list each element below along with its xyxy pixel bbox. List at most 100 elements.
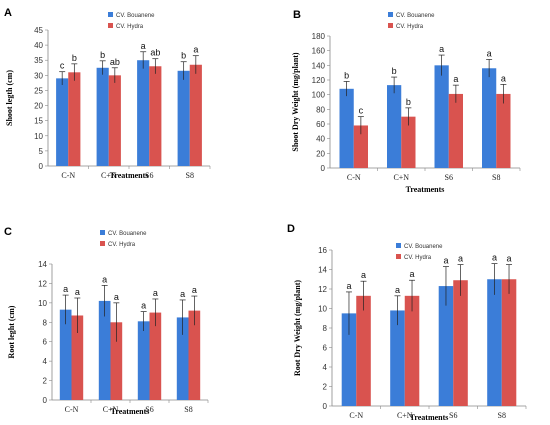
significance-letter: b — [181, 51, 186, 61]
bar — [56, 78, 69, 166]
y-tick-label: 120 — [312, 76, 326, 85]
significance-letter: c — [60, 61, 65, 71]
bar — [96, 67, 109, 166]
x-axis-title: Treatments — [406, 185, 445, 194]
bar — [149, 66, 162, 166]
significance-letter: a — [395, 285, 400, 295]
panel-b: B CV. Bouanene CV. Hydra 0 20 40 60 80 100 120 140… — [291, 9, 521, 194]
y-axis-title: Root Dry Weight (mg/plant) — [293, 280, 302, 376]
x-tick-label: S6 — [145, 405, 153, 414]
y-tick-label: 16 — [318, 246, 327, 255]
x-tick-label: S6 — [449, 411, 457, 420]
legend-label: CV. Bouanene — [404, 244, 443, 250]
significance-letter: a — [507, 254, 512, 264]
x-tick-label: C+N — [393, 173, 409, 182]
bar — [434, 65, 449, 168]
y-tick-label: 12 — [318, 285, 327, 294]
bar — [390, 310, 405, 406]
x-tick-label: C+N — [397, 411, 413, 420]
bar — [188, 310, 201, 400]
bar — [59, 309, 72, 400]
y-tick-label: 8 — [43, 318, 48, 327]
legend-swatch — [396, 254, 401, 259]
y-axis-title: Root leght (cm) — [7, 305, 16, 358]
y-tick-label: 14 — [38, 260, 47, 269]
y-tick-label: 30 — [34, 71, 43, 80]
x-axis-title: Treatments — [111, 407, 150, 416]
y-tick-label: 180 — [312, 32, 326, 41]
legend-swatch — [100, 230, 105, 235]
significance-letter: ab — [110, 57, 120, 67]
bar — [137, 60, 150, 166]
significance-letter: ab — [150, 48, 160, 58]
bar — [108, 75, 121, 166]
y-tick-label: 140 — [312, 61, 326, 70]
y-tick-label: 4 — [323, 363, 328, 372]
bar — [137, 321, 150, 400]
significance-letter: a — [114, 292, 119, 302]
legend-swatch — [396, 243, 401, 248]
legend-label: CV. Bouanene — [108, 231, 147, 237]
y-tick-label: 40 — [316, 135, 325, 144]
bar — [496, 93, 511, 168]
x-tick-label: S6 — [445, 173, 453, 182]
x-tick-label: S8 — [184, 405, 192, 414]
y-tick-label: 6 — [43, 338, 48, 347]
significance-letter: b — [344, 70, 349, 80]
x-tick-label: S6 — [145, 171, 153, 180]
y-tick-label: 20 — [34, 102, 43, 111]
significance-letter: a — [102, 274, 107, 284]
x-axis-title: Treatments — [410, 413, 449, 422]
y-axis-title: Shoot Dry Weight (mg/plant) — [291, 52, 300, 152]
significance-letter: a — [75, 287, 80, 297]
y-tick-label: 2 — [43, 377, 48, 386]
significance-letter: a — [63, 284, 68, 294]
bar — [401, 116, 416, 168]
significance-letter: a — [192, 285, 197, 295]
bar — [387, 85, 402, 168]
legend-swatch — [108, 23, 113, 28]
bar — [189, 64, 202, 166]
y-tick-label: 8 — [323, 324, 328, 333]
legend-swatch — [108, 12, 113, 17]
bar — [356, 295, 371, 406]
legend-swatch — [100, 241, 105, 246]
bar — [71, 315, 84, 400]
x-tick-label: S8 — [186, 171, 194, 180]
significance-letter: a — [439, 44, 444, 54]
significance-letter: a — [180, 289, 185, 299]
bar — [110, 322, 123, 400]
bar — [176, 317, 189, 400]
bar — [448, 93, 463, 168]
y-axis-title: Shoot legth (cm) — [5, 70, 14, 126]
significance-letter: a — [141, 301, 146, 311]
significance-letter: a — [410, 269, 415, 279]
y-tick-label: 35 — [34, 56, 43, 65]
y-tick-label: 6 — [323, 344, 328, 353]
significance-letter: a — [346, 281, 351, 291]
legend-label: CV. Hydra — [404, 255, 432, 261]
panel-d: D CV. Bouanene CV. Hydra 0 2 4 6 8 10 12 14 16 C-N C+… — [287, 223, 527, 422]
x-axis-title: Treatments — [110, 171, 149, 180]
significance-letter: a — [443, 256, 448, 266]
x-tick-label: C-N — [65, 405, 79, 414]
bar — [149, 312, 162, 400]
legend-label: CV. Hydra — [116, 24, 144, 30]
bar — [482, 68, 497, 168]
significance-letter: b — [72, 53, 77, 63]
y-tick-label: 4 — [43, 357, 48, 366]
x-tick-label: S8 — [492, 173, 500, 182]
y-tick-label: 5 — [39, 147, 44, 156]
y-tick-label: 10 — [318, 305, 327, 314]
legend-swatch — [388, 12, 393, 17]
x-tick-label: C+N — [101, 171, 117, 180]
significance-letter: b — [100, 50, 105, 60]
significance-letter: a — [141, 41, 146, 51]
x-tick-label: C+N — [103, 405, 119, 414]
significance-letter: a — [458, 254, 463, 264]
panel-letter: B — [293, 9, 301, 21]
bar — [98, 300, 111, 400]
panel-letter: A — [4, 7, 12, 19]
y-tick-label: 45 — [34, 26, 43, 35]
x-tick-label: C-N — [349, 411, 363, 420]
